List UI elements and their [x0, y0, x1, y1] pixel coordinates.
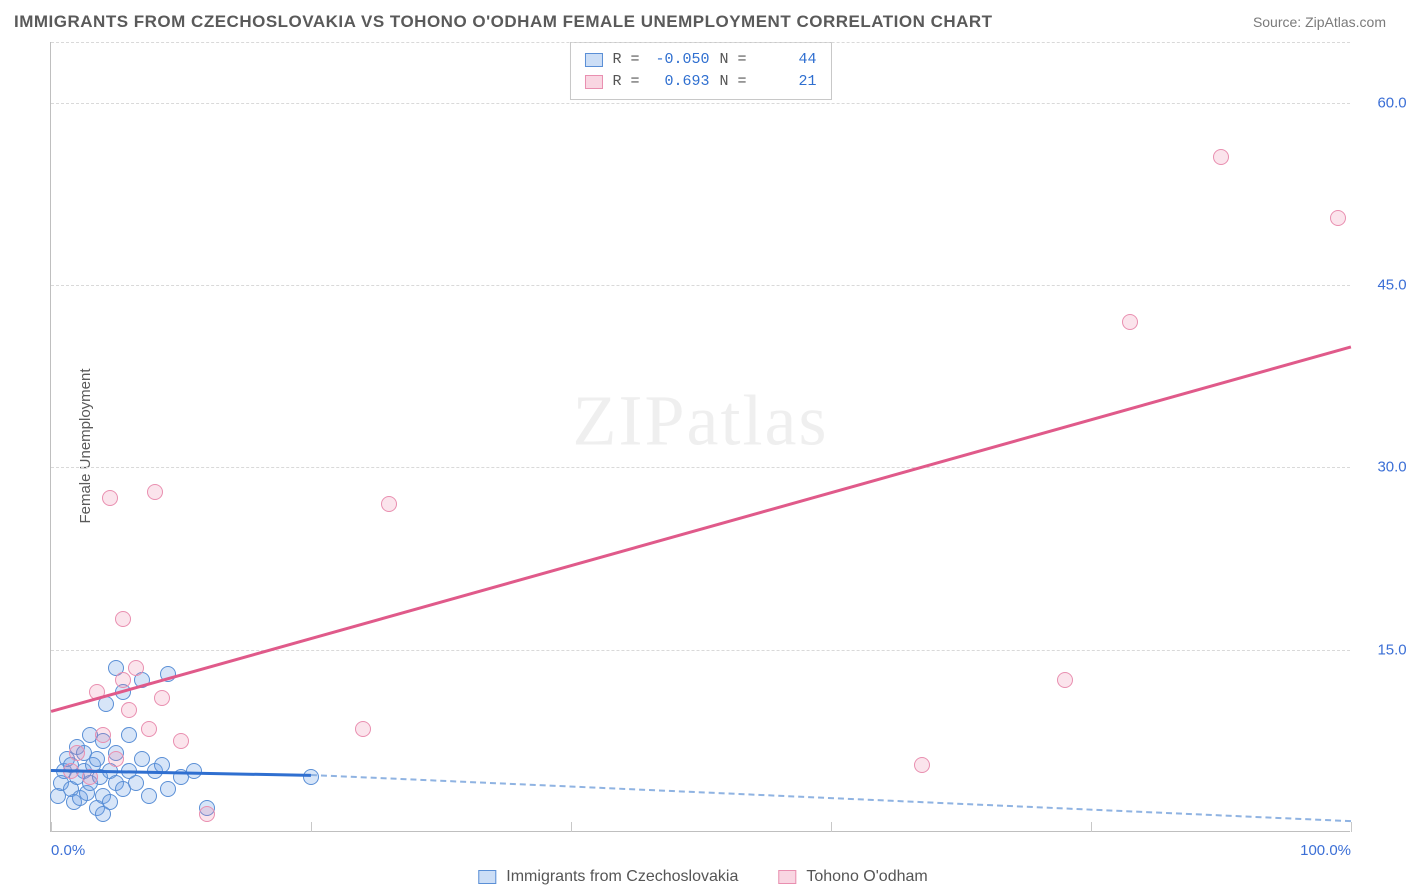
watermark: ZIPatlas	[573, 379, 829, 462]
scatter-point	[1330, 210, 1346, 226]
correlation-legend: R = -0.050 N = 44 R = 0.693 N = 21	[569, 42, 831, 100]
ytick-label: 60.0%	[1360, 94, 1406, 111]
scatter-point	[160, 781, 176, 797]
scatter-point	[1213, 149, 1229, 165]
ytick-label: 45.0%	[1360, 277, 1406, 294]
corr-n-value-1: 21	[757, 71, 817, 93]
scatter-point	[381, 496, 397, 512]
swatch-series-1-icon	[778, 870, 796, 884]
scatter-point	[303, 769, 319, 785]
scatter-point	[914, 757, 930, 773]
source-label: Source: ZipAtlas.com	[1253, 14, 1386, 30]
scatter-point	[134, 751, 150, 767]
scatter-point	[141, 788, 157, 804]
legend-item-1: Tohono O'odham	[778, 868, 927, 886]
xtick	[51, 822, 52, 832]
scatter-point	[115, 672, 131, 688]
corr-r-label: R =	[612, 71, 639, 93]
legend-label-0: Immigrants from Czechoslovakia	[506, 868, 738, 886]
scatter-point	[95, 727, 111, 743]
scatter-point	[154, 690, 170, 706]
scatter-point	[1057, 672, 1073, 688]
xtick	[831, 822, 832, 832]
xtick	[1351, 822, 1352, 832]
scatter-point	[199, 806, 215, 822]
corr-n-label: N =	[720, 49, 747, 71]
scatter-point	[121, 727, 137, 743]
scatter-point	[69, 745, 85, 761]
xtick	[571, 822, 572, 832]
trend-line	[51, 346, 1352, 713]
ytick-label: 15.0%	[1360, 641, 1406, 658]
corr-n-label: N =	[720, 71, 747, 93]
legend-item-0: Immigrants from Czechoslovakia	[478, 868, 738, 886]
xtick	[1091, 822, 1092, 832]
scatter-point	[102, 490, 118, 506]
chart-title: IMMIGRANTS FROM CZECHOSLOVAKIA VS TOHONO…	[14, 12, 993, 32]
corr-n-value-0: 44	[757, 49, 817, 71]
trend-line	[311, 774, 1351, 822]
scatter-point	[108, 751, 124, 767]
gridline-h	[51, 285, 1350, 286]
corr-row-1: R = 0.693 N = 21	[584, 71, 816, 93]
scatter-point	[1122, 314, 1138, 330]
legend-label-1: Tohono O'odham	[806, 868, 927, 886]
scatter-point	[355, 721, 371, 737]
swatch-series-0-icon	[478, 870, 496, 884]
swatch-series-1	[584, 75, 602, 89]
xtick-label: 0.0%	[51, 842, 85, 859]
ytick-label: 30.0%	[1360, 459, 1406, 476]
corr-r-value-1: 0.693	[650, 71, 710, 93]
scatter-point	[128, 775, 144, 791]
scatter-point	[141, 721, 157, 737]
swatch-series-0	[584, 53, 602, 67]
watermark-bold: ZIP	[573, 380, 687, 460]
gridline-h	[51, 650, 1350, 651]
xtick	[311, 822, 312, 832]
xtick-label: 100.0%	[1300, 842, 1351, 859]
plot-area: ZIPatlas R = -0.050 N = 44 R = 0.693 N =…	[50, 42, 1350, 832]
scatter-point	[115, 611, 131, 627]
gridline-h	[51, 103, 1350, 104]
watermark-thin: atlas	[687, 380, 829, 460]
series-legend: Immigrants from Czechoslovakia Tohono O'…	[478, 868, 927, 886]
scatter-point	[95, 806, 111, 822]
scatter-point	[147, 484, 163, 500]
scatter-point	[89, 751, 105, 767]
corr-row-0: R = -0.050 N = 44	[584, 49, 816, 71]
scatter-point	[173, 733, 189, 749]
corr-r-label: R =	[612, 49, 639, 71]
scatter-point	[128, 660, 144, 676]
corr-r-value-0: -0.050	[650, 49, 710, 71]
gridline-h-top	[51, 42, 1350, 43]
gridline-h	[51, 467, 1350, 468]
scatter-point	[121, 702, 137, 718]
